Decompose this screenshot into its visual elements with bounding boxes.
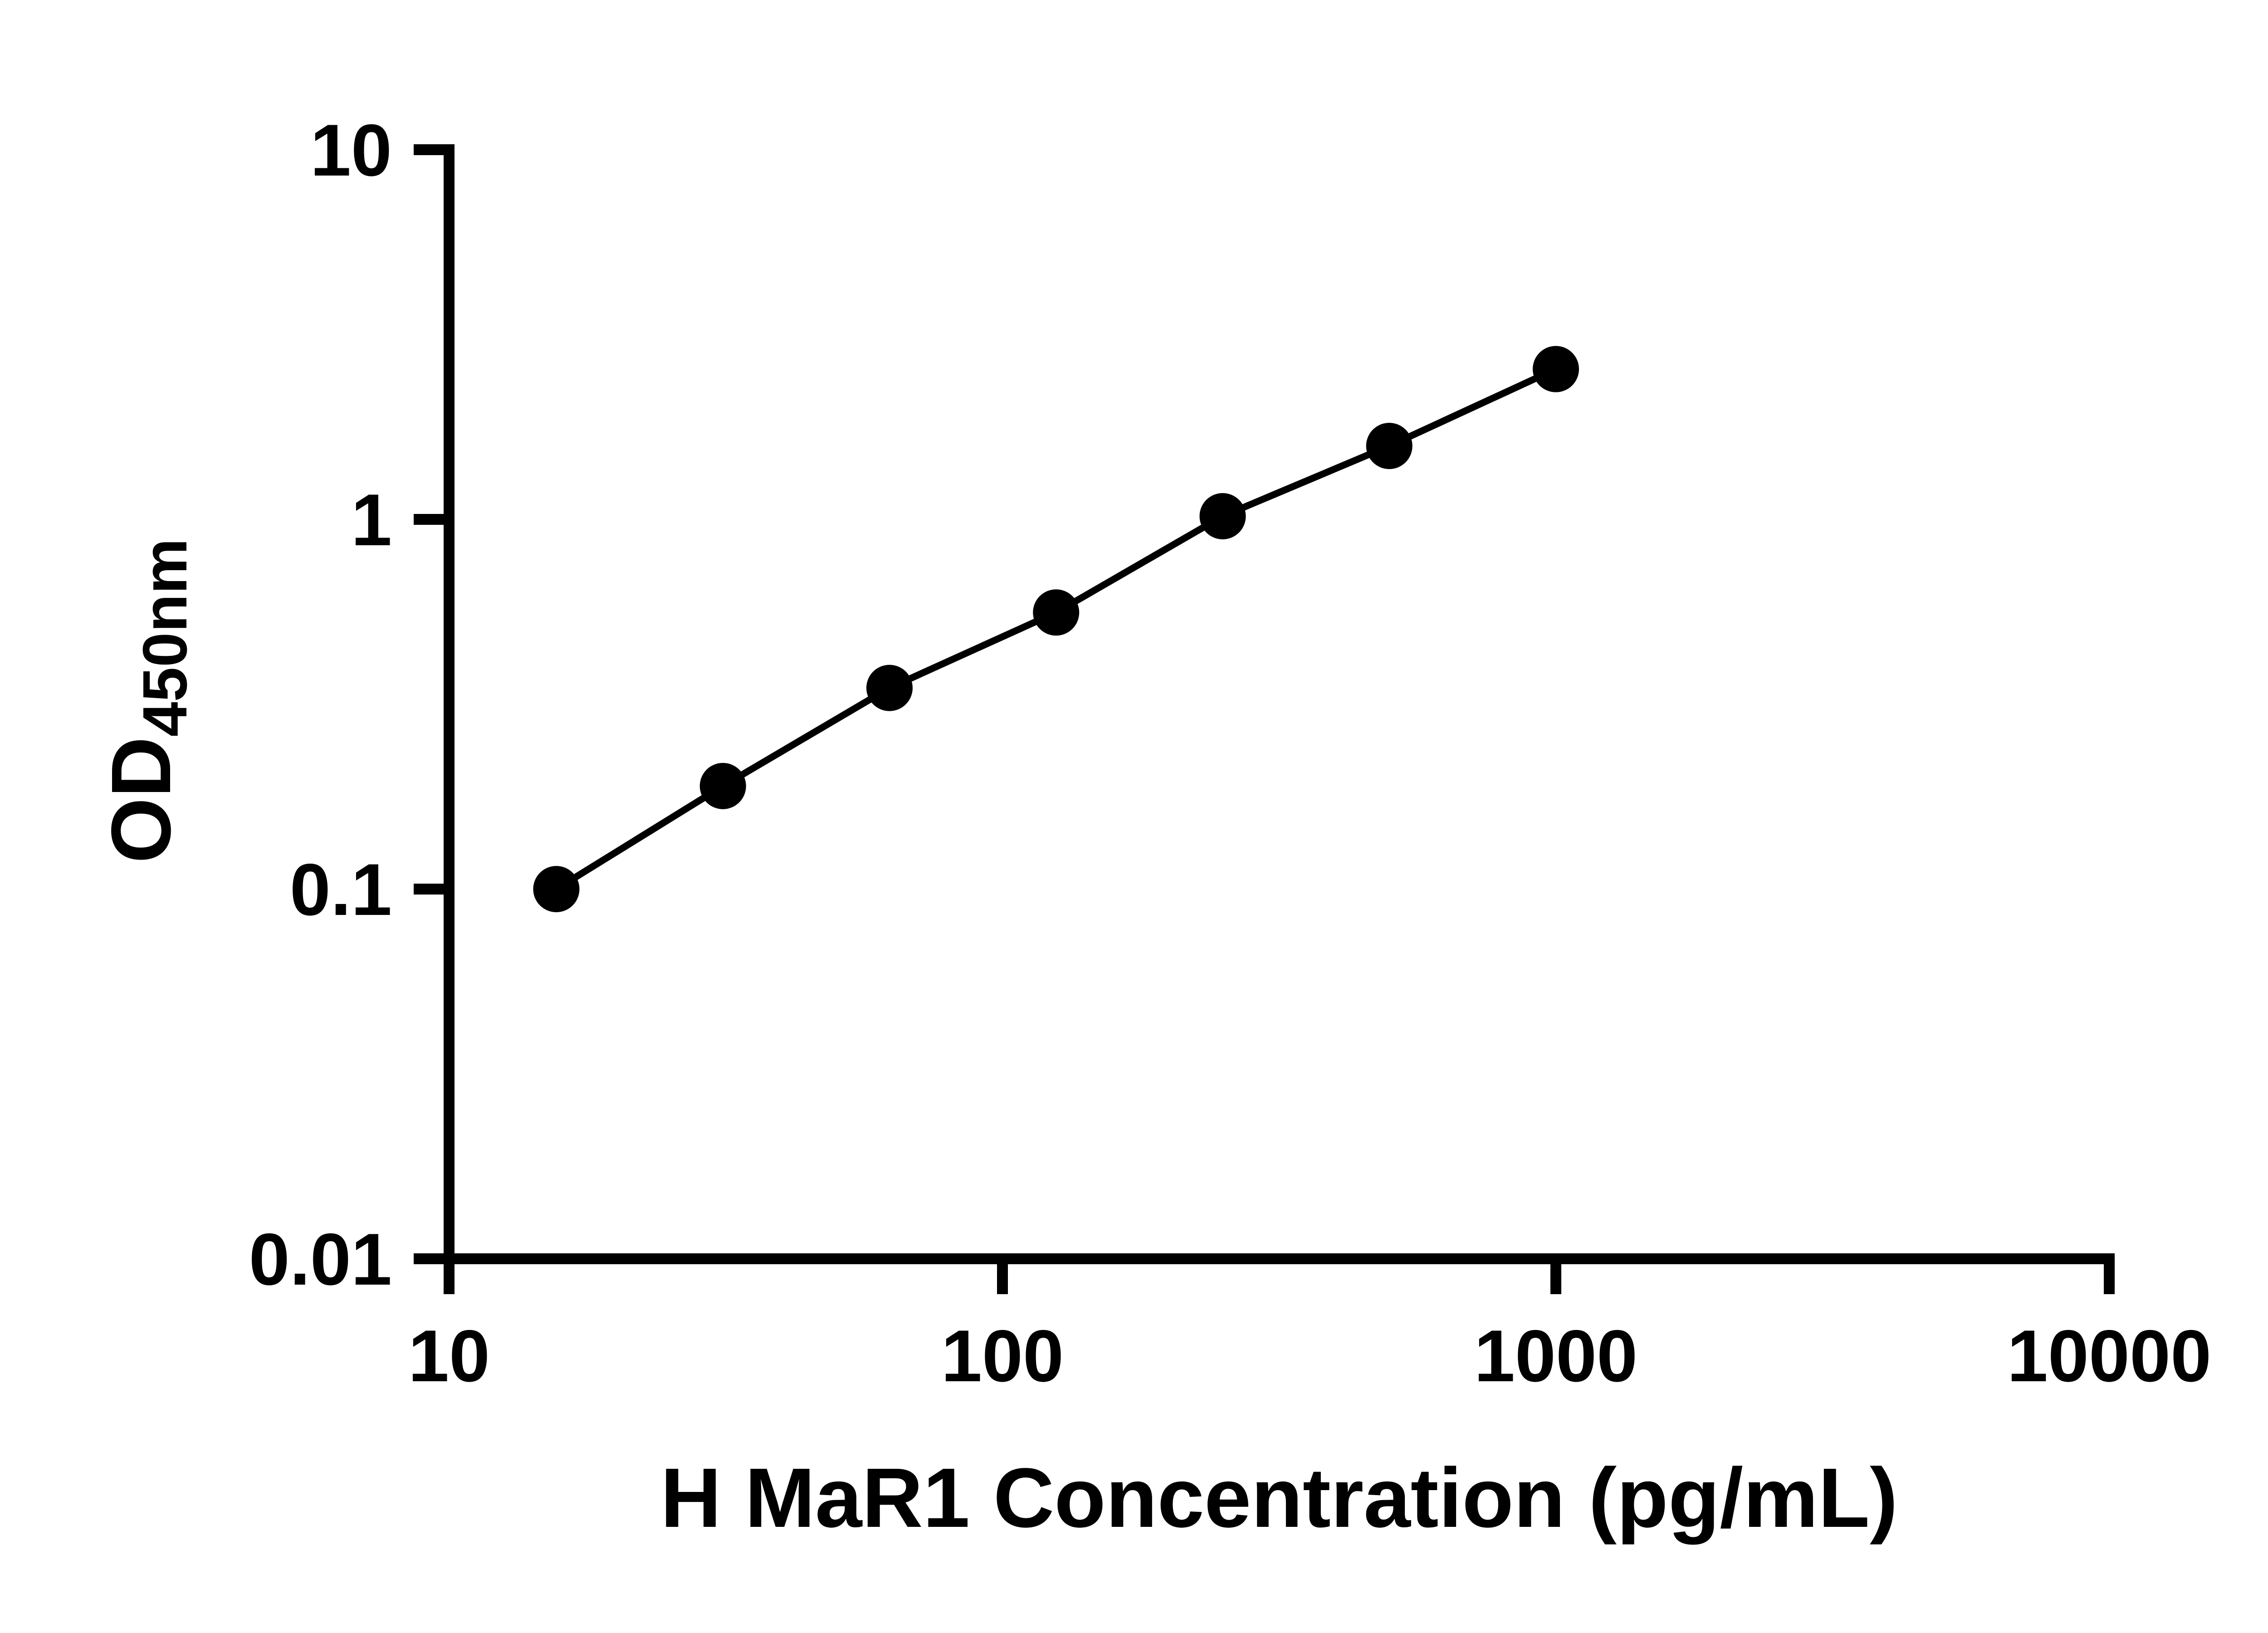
data-point-marker	[1366, 423, 1413, 469]
x-axis-tick-label: 10000	[2007, 1315, 2211, 1397]
x-axis-tick-label: 10	[408, 1315, 490, 1397]
x-axis-tick-label: 1000	[1474, 1315, 1637, 1397]
data-point-marker	[699, 763, 746, 809]
y-axis-title-main: OD	[94, 737, 188, 863]
data-point-marker	[1033, 589, 1080, 636]
data-point-marker	[866, 665, 913, 711]
y-axis-title: OD450nm	[94, 538, 200, 863]
y-axis-tick-label: 10	[310, 109, 392, 191]
data-point-marker	[1199, 493, 1246, 539]
data-point-marker	[1533, 346, 1579, 392]
y-axis-title-subscript: 450nm	[130, 538, 200, 737]
y-axis-tick-label: 0.01	[249, 1218, 392, 1301]
y-axis-tick-label: 0.1	[290, 849, 392, 931]
axes-frame	[444, 144, 2115, 1264]
x-axis-tick-label: 100	[941, 1315, 1064, 1397]
data-point-marker	[533, 866, 580, 912]
y-axis-tick-label: 1	[351, 479, 392, 561]
x-axis-title: H MaR1 Concentration (pg/mL)	[660, 1451, 1898, 1545]
